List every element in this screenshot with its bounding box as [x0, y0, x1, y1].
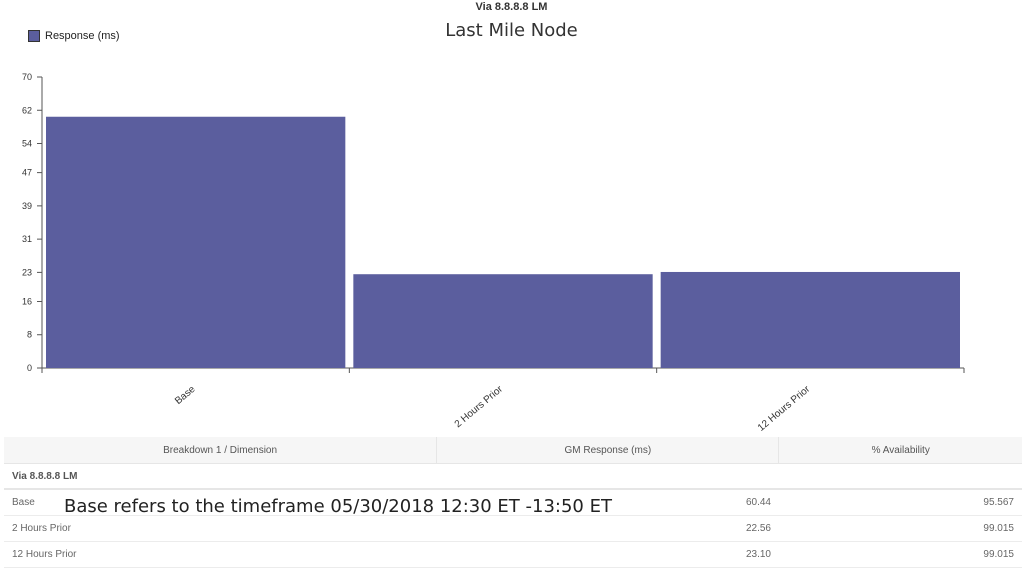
column-header-dimension[interactable]: Breakdown 1 / Dimension	[4, 437, 438, 463]
y-tick-label: 70	[22, 72, 32, 82]
y-tick-label: 31	[22, 234, 32, 244]
column-header-availability[interactable]: % Availability	[871, 444, 930, 456]
bar	[46, 116, 346, 369]
row-availability: 99.015	[983, 549, 1014, 560]
x-category-label: Base	[173, 384, 198, 407]
x-category-label: 12 Hours Prior	[756, 383, 813, 433]
row-response: 22.56	[745, 523, 771, 534]
table-row: 2 Hours Prior 22.56 99.015	[4, 516, 1022, 542]
timeframe-note: Base refers to the timeframe 05/30/2018 …	[64, 496, 612, 517]
bar-chart: 0 8 16 23 31 39 47 54 62 70 Base 2 Hours Prior 12 Ho…	[22, 72, 965, 434]
column-header-response[interactable]: GM Response (ms)	[437, 437, 780, 463]
legend-swatch	[28, 30, 40, 42]
row-response: 23.10	[745, 549, 771, 560]
y-tick-label: 39	[22, 201, 32, 211]
table-row: 12 Hours Prior 23.10 99.015	[4, 542, 1022, 568]
table-group-row: Via 8.8.8.8 LM	[4, 464, 1022, 490]
row-label: Base	[12, 497, 35, 508]
y-tick-label: 16	[22, 296, 32, 306]
legend-label: Response (ms)	[45, 30, 120, 42]
row-response: 60.44	[745, 497, 771, 508]
y-tick-label: 23	[22, 267, 32, 277]
bar	[353, 274, 653, 368]
row-availability: 99.015	[983, 523, 1014, 534]
y-tick-label: 47	[22, 168, 32, 178]
y-tick-label: 0	[27, 363, 32, 373]
data-table: Breakdown 1 / Dimension GM Response (ms)…	[4, 437, 1022, 568]
y-tick-label: 62	[22, 105, 32, 115]
chart-title: Last Mile Node	[445, 20, 578, 41]
table-header: Breakdown 1 / Dimension GM Response (ms)…	[4, 437, 1022, 464]
row-label: 2 Hours Prior	[12, 523, 71, 534]
bar	[660, 271, 960, 368]
y-tick-label: 8	[27, 330, 32, 340]
legend[interactable]: Response (ms)	[28, 30, 120, 42]
table-row: Base 60.44 95.567	[4, 490, 1022, 516]
row-label: 12 Hours Prior	[12, 549, 77, 560]
y-tick-label: 54	[22, 139, 32, 149]
x-category-label: 2 Hours Prior	[453, 383, 506, 430]
row-availability: 95.567	[983, 497, 1014, 508]
report-title: Via 8.8.8.8 LM	[475, 1, 548, 13]
